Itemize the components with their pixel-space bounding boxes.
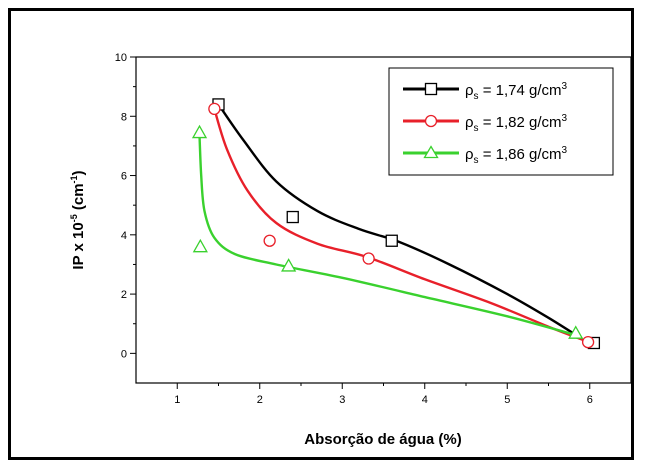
x-tick-label: 2 <box>257 394 263 406</box>
legend-entry-1: ρs = 1,74 g/cm3 <box>403 81 568 102</box>
y-tick-label: 6 <box>121 171 127 183</box>
legend-label-3-sup: 3 <box>562 145 568 156</box>
data-point-series-3 <box>191 124 208 139</box>
y-axis-title-sup: -5 <box>69 214 79 222</box>
legend-label-2-rho: ρ <box>465 114 474 131</box>
y-tick-label: 10 <box>115 52 127 64</box>
legend-label-1-sup: 3 <box>562 81 568 92</box>
data-point-series-3 <box>568 325 584 339</box>
x-tick-label: 4 <box>422 394 428 406</box>
y-axis-title-main: IP x 10 <box>70 222 87 269</box>
legend-label-2: ρs = 1,82 g/cm3 <box>465 113 568 134</box>
data-point-series-3 <box>192 238 208 253</box>
fit-curve-series-1 <box>217 103 583 340</box>
legend-label-1-rho: ρ <box>465 82 474 99</box>
x-tick-label: 5 <box>504 394 510 406</box>
data-point-series-1 <box>286 210 299 224</box>
y-axis-title-unit-sup: -1 <box>69 175 79 183</box>
legend-marker-1 <box>424 82 438 96</box>
x-axis-title: Absorção de água (%) <box>304 431 462 448</box>
legend-label-2-text: = 1,82 g/cm <box>479 114 562 131</box>
x-tick-label: 6 <box>587 394 593 406</box>
y-tick-label: 8 <box>121 111 127 123</box>
legend-label-2-sup: 3 <box>562 113 568 124</box>
y-axis-title-unit: (cm <box>70 183 87 214</box>
axes: 1 2 3 4 5 6 0 2 4 6 8 10 <box>115 52 593 406</box>
y-tick-label: 0 <box>121 348 127 360</box>
chart-frame: 1 2 3 4 5 6 0 2 4 6 8 10 Absorção de água (%) IP x … <box>8 8 634 460</box>
data-point-series-2 <box>581 335 595 349</box>
y-tick-label: 2 <box>121 289 127 301</box>
legend-label-1-sub: s <box>474 91 479 102</box>
y-axis-title: IP x 10-5 (cm-1) <box>69 170 87 269</box>
y-axis-title-unit-close: ) <box>70 170 87 175</box>
legend-entry-2: ρs = 1,82 g/cm3 <box>403 113 568 134</box>
fit-curves <box>198 103 587 343</box>
fit-curve-series-2 <box>213 108 587 343</box>
legend-label-3-sub: s <box>474 155 479 166</box>
data-point-series-2 <box>208 102 221 116</box>
legend-label-2-sub: s <box>474 123 479 134</box>
data-point-series-1 <box>385 234 398 247</box>
legend-label-1-text: = 1,74 g/cm <box>479 82 562 99</box>
legend-label-3-rho: ρ <box>465 146 474 163</box>
y-tick-label: 4 <box>121 230 127 242</box>
data-markers <box>191 98 601 350</box>
legend-label-3-text: = 1,86 g/cm <box>479 146 562 163</box>
legend-label-3: ρs = 1,86 g/cm3 <box>465 145 568 166</box>
legend-marker-3 <box>423 145 439 159</box>
chart-svg: 1 2 3 4 5 6 0 2 4 6 8 10 Absorção de água (%) IP x … <box>69 52 631 448</box>
x-tick-label: 3 <box>339 394 345 406</box>
legend: ρs = 1,74 g/cm3 ρs = 1,82 g/cm3 ρs = 1,8… <box>388 67 614 176</box>
data-point-series-2 <box>263 234 276 247</box>
legend-marker-2 <box>424 114 438 128</box>
data-point-series-2 <box>362 252 375 265</box>
legend-entry-3: ρs = 1,86 g/cm3 <box>403 145 568 166</box>
fit-curve-series-3 <box>198 135 577 337</box>
x-tick-label: 1 <box>174 394 180 406</box>
legend-label-1: ρs = 1,74 g/cm3 <box>465 81 568 102</box>
data-point-series-3 <box>281 258 297 272</box>
